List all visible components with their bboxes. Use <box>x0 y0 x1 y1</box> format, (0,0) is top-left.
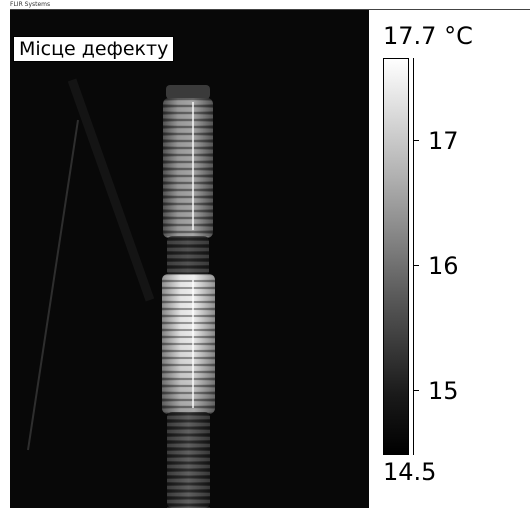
tick-17 <box>413 140 419 141</box>
tick-15 <box>413 390 419 391</box>
top-divider <box>10 9 530 10</box>
temperature-colorbar <box>383 58 409 455</box>
tick-label-17: 17 <box>428 127 459 155</box>
thermal-scene <box>27 78 215 508</box>
flir-brand-text: FLIR Systems <box>10 1 51 8</box>
colorbar-axis <box>413 58 414 455</box>
thermal-image: Місце дефекту <box>10 10 369 508</box>
tick-16 <box>413 265 419 266</box>
defect-location-label: Місце дефекту <box>13 36 175 62</box>
scale-max-label: 17.7 °C <box>383 22 473 50</box>
tick-label-15: 15 <box>428 377 459 405</box>
scale-min-label: 14.5 <box>383 458 437 486</box>
tick-label-16: 16 <box>428 252 459 280</box>
